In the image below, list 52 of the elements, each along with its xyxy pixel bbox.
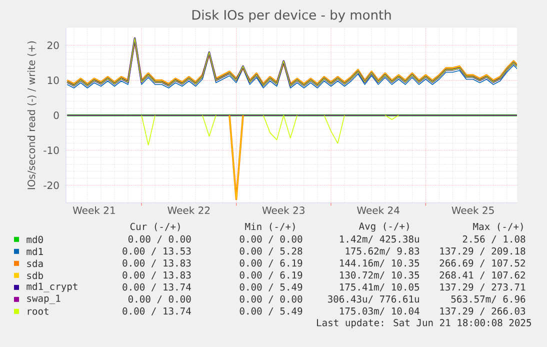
text: 0.00 / 0.00 bbox=[240, 295, 302, 304]
text: 268.41 / 107.62 bbox=[440, 271, 525, 280]
y-tick-label: -10 bbox=[44, 146, 59, 154]
x-tick-label: Week 22 bbox=[168, 206, 210, 214]
text: 0.00 / 5.49 bbox=[240, 283, 302, 292]
x-tick-label: Week 25 bbox=[452, 206, 494, 214]
text: 0.00 / 13.74 bbox=[122, 307, 191, 316]
text: Avg (-/+) bbox=[358, 222, 409, 232]
y-tick-label: 10 bbox=[48, 76, 59, 84]
text: 175.62m/ 9.83 bbox=[346, 247, 420, 256]
text: 0.00 / 5.28 bbox=[240, 247, 302, 256]
text: 0.00 / 6.19 bbox=[240, 271, 302, 280]
y-axis-title: IOs/second read (-) / write (+) bbox=[27, 41, 36, 190]
legend-label: sdb bbox=[27, 272, 43, 280]
text: 306.43u/ 776.61u bbox=[328, 295, 419, 304]
text: 1.42m/ 425.38u bbox=[340, 235, 419, 244]
text: 175.03m/ 10.04 bbox=[340, 307, 420, 316]
text: 0.00 / 13.53 bbox=[122, 247, 191, 256]
text: 0.00 / 13.83 bbox=[122, 271, 191, 280]
legend-label: md1 bbox=[26, 248, 43, 256]
legend-label: md0 bbox=[26, 236, 43, 244]
y-tick-label: 0 bbox=[54, 112, 59, 120]
text: Last update: Sat Jun 21 18:00:08 2025 bbox=[317, 318, 531, 328]
text: 0.00 / 0.00 bbox=[128, 235, 191, 244]
chart-title: Disk IOs per device - by month bbox=[192, 10, 391, 22]
text: 0.00 / 0.00 bbox=[240, 235, 302, 244]
y-tick-label: -20 bbox=[44, 182, 59, 190]
text: 0.00 / 13.83 bbox=[122, 259, 191, 268]
text: Min (-/+) bbox=[245, 222, 295, 232]
text: Cur (-/+) bbox=[130, 222, 180, 232]
y-tick-label: 20 bbox=[47, 42, 59, 50]
text: 0.00 / 0.00 bbox=[128, 295, 191, 304]
text: 0.00 / 6.19 bbox=[240, 259, 302, 268]
text: Max (-/+) bbox=[473, 222, 523, 232]
legend-label: root bbox=[28, 308, 48, 315]
text: 266.69 / 107.52 bbox=[440, 259, 525, 268]
text: 563.57m/ 6.96 bbox=[451, 295, 526, 304]
legend-label: md1_crypt bbox=[26, 282, 78, 292]
text: 0.00 / 13.74 bbox=[122, 283, 191, 292]
text: 2.56 / 1.08 bbox=[462, 235, 526, 244]
text: 137.29 / 273.71 bbox=[440, 283, 526, 292]
text: 137.29 / 209.18 bbox=[440, 247, 526, 256]
text: 130.72m/ 10.35 bbox=[340, 271, 420, 280]
text: 144.16m/ 10.35 bbox=[340, 259, 420, 268]
legend-label: swap_1 bbox=[27, 294, 60, 304]
text: 175.41m/ 10.05 bbox=[340, 283, 420, 292]
text: 137.29 / 266.03 bbox=[440, 307, 526, 316]
x-tick-label: Week 24 bbox=[357, 206, 400, 214]
x-tick-label: Week 21 bbox=[72, 206, 115, 214]
x-tick-label: Week 23 bbox=[262, 206, 304, 214]
text: 0.00 / 5.49 bbox=[240, 307, 302, 316]
legend-label: sda bbox=[27, 260, 43, 268]
